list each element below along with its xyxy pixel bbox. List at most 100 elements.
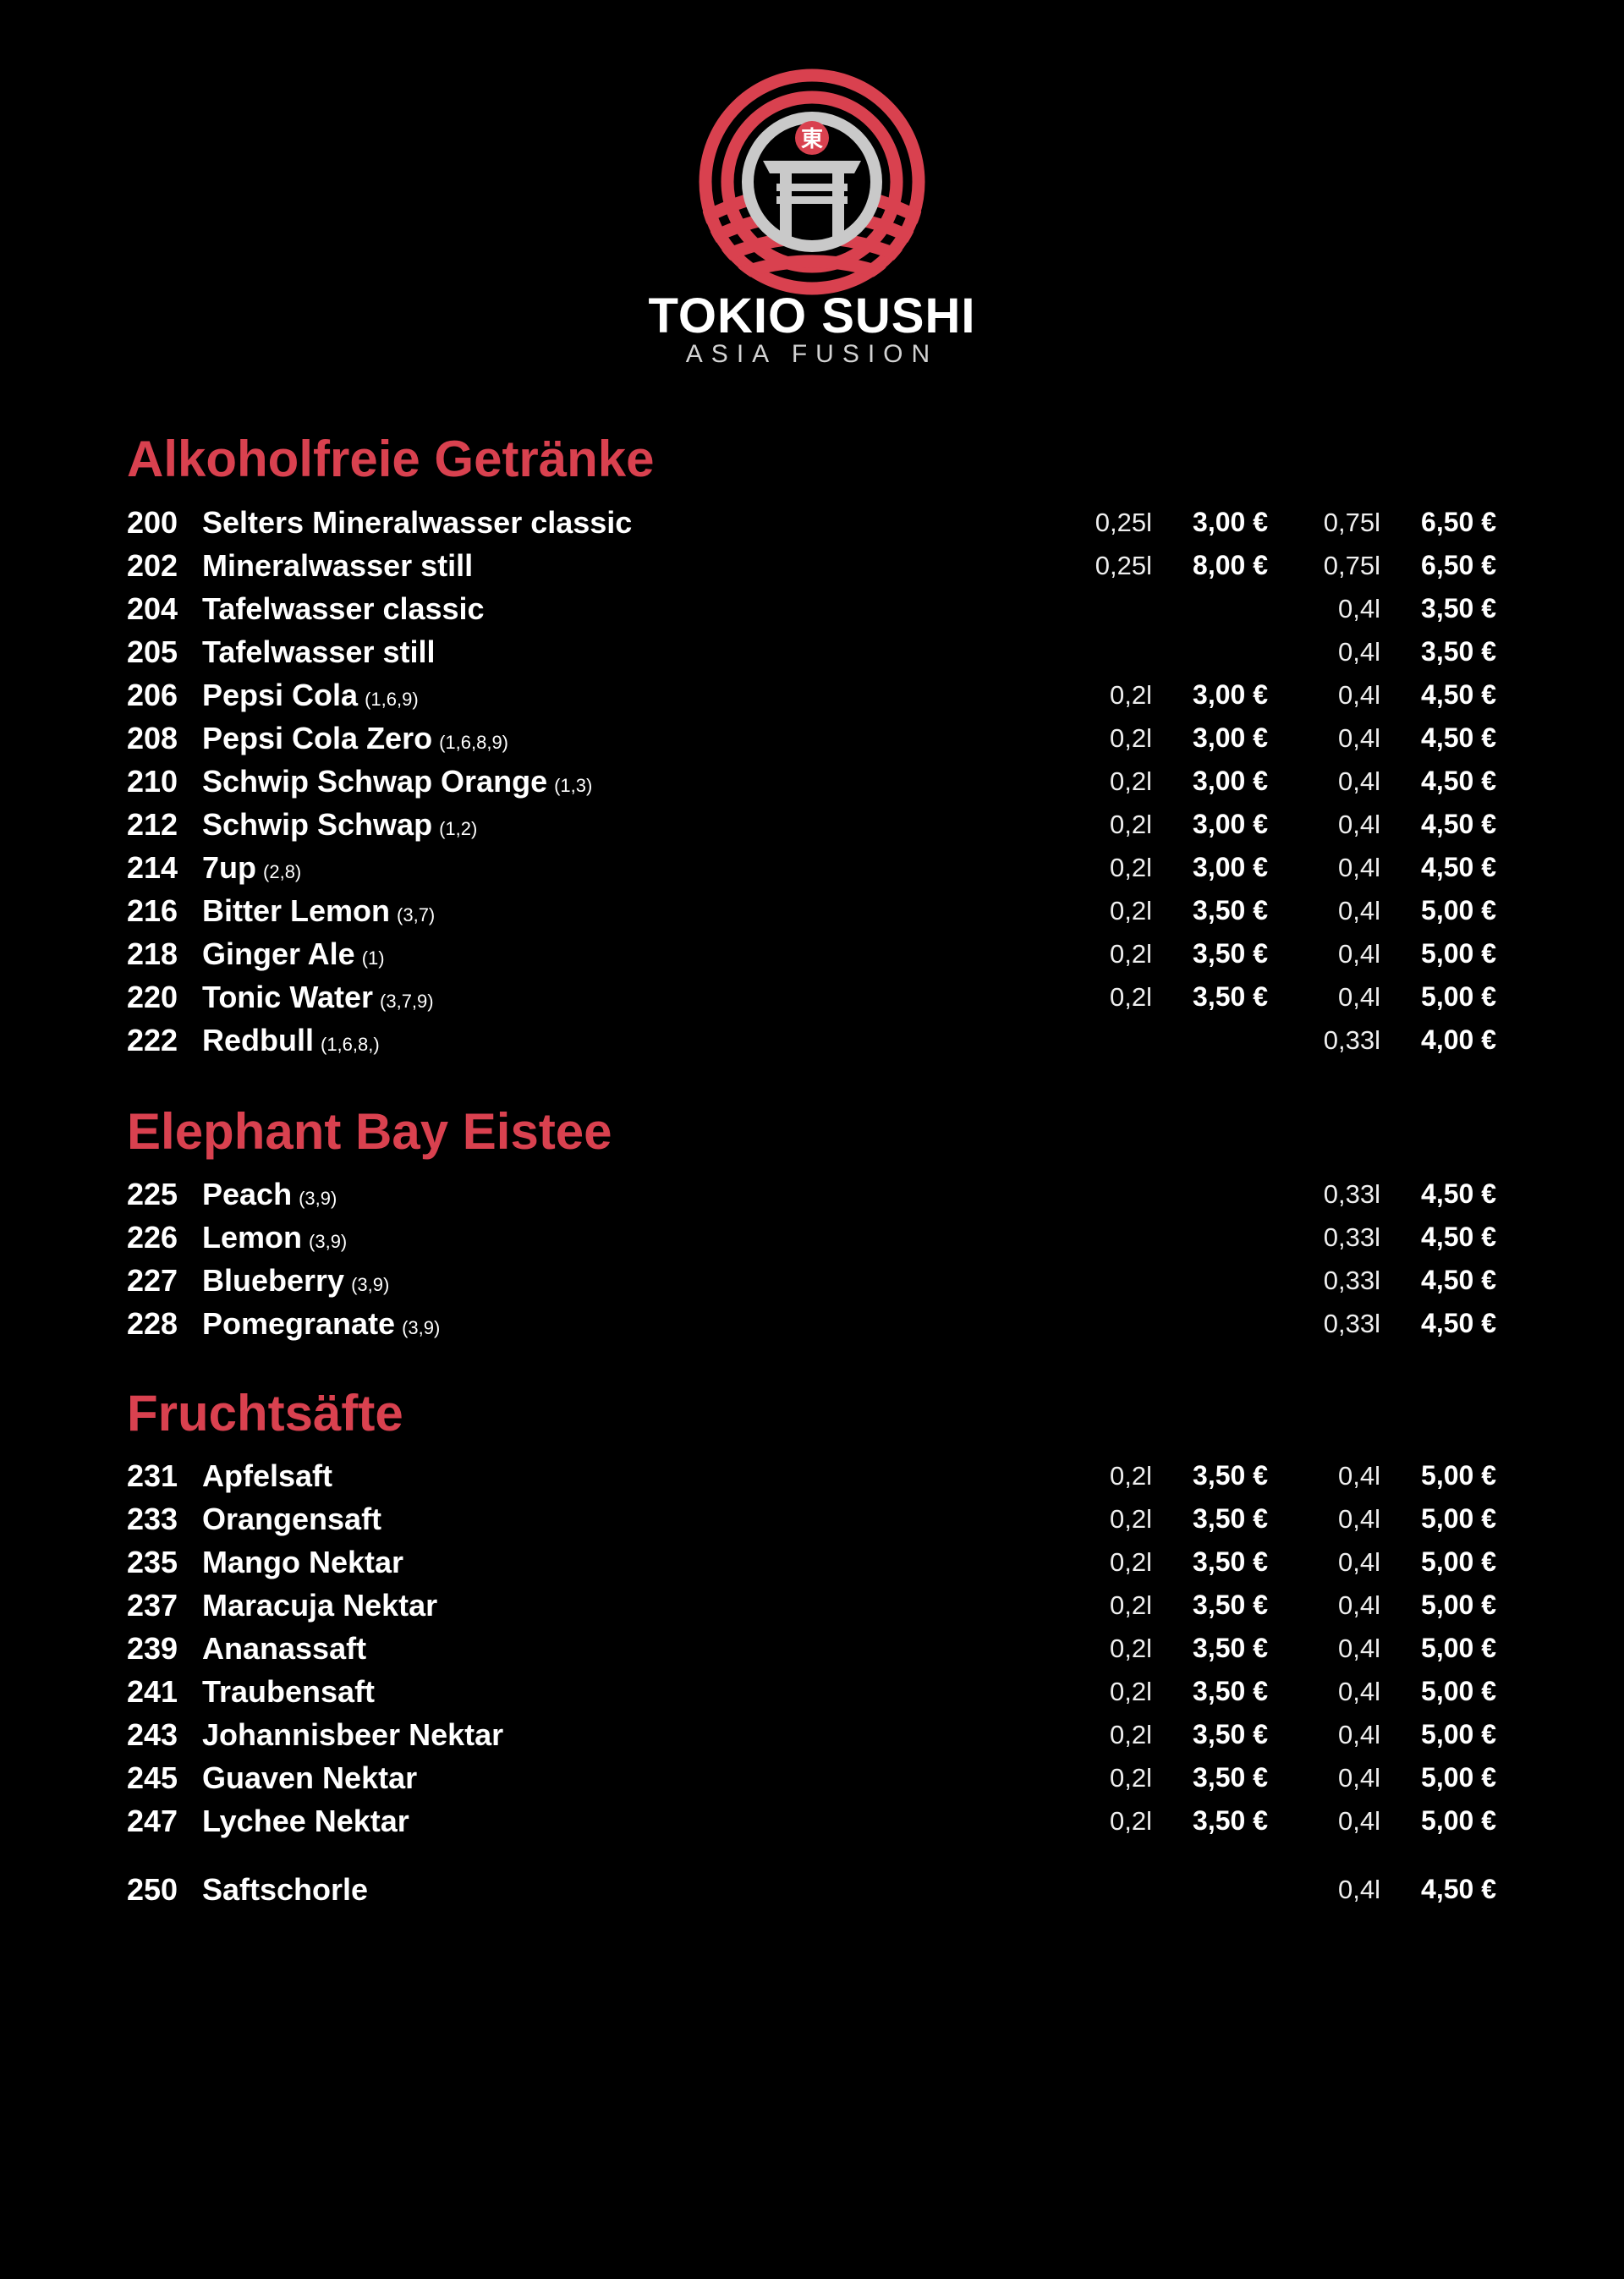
item-name-wrap: 7up (2,8): [202, 846, 301, 893]
item-name: Johannisbeer Nektar: [202, 1717, 504, 1752]
volume-small: 0,2l: [1110, 723, 1152, 753]
menu-item: 227 Blueberry (3,9) 0,33l 4,50 €: [0, 1259, 1624, 1302]
item-number: 205: [127, 634, 178, 669]
price-small: 3,50 €: [1193, 981, 1268, 1012]
volume-large: 0,4l: [1338, 982, 1380, 1012]
item-name: Bitter Lemon: [202, 893, 391, 928]
price-large: 5,00 €: [1421, 1633, 1496, 1663]
price-small: 3,50 €: [1193, 1719, 1268, 1749]
price-large: 4,50 €: [1421, 766, 1496, 796]
item-name-wrap: Peach (3,9): [202, 1172, 337, 1220]
volume-small: 0,2l: [1110, 1461, 1152, 1491]
allergen-note: (3,9): [351, 1274, 390, 1295]
price-small: 3,50 €: [1193, 938, 1268, 969]
volume-small: 0,2l: [1110, 896, 1152, 925]
price-large: 5,00 €: [1421, 1805, 1496, 1836]
volume-large: 0,4l: [1338, 594, 1380, 623]
item-name: Selters Mineralwasser classic: [202, 505, 633, 540]
menu-item: 226 Lemon (3,9) 0,33l 4,50 €: [0, 1216, 1624, 1259]
price-small: 3,00 €: [1193, 507, 1268, 537]
price-large: 4,50 €: [1421, 1178, 1496, 1209]
volume-large: 0,4l: [1338, 939, 1380, 969]
volume-large: 0,4l: [1338, 680, 1380, 710]
price-large: 5,00 €: [1421, 981, 1496, 1012]
item-number: 231: [127, 1458, 178, 1493]
menu-item: 245 Guaven Nektar 0,2l 3,50 € 0,4l 5,00 €: [0, 1756, 1624, 1799]
menu-item: 225 Peach (3,9) 0,33l 4,50 €: [0, 1172, 1624, 1216]
menu-item: 200 Selters Mineralwasser classic 0,25l 3,0…: [0, 501, 1624, 544]
price-large: 4,00 €: [1421, 1024, 1496, 1055]
item-name-wrap: Lemon (3,9): [202, 1216, 347, 1263]
volume-small: 0,25l: [1095, 551, 1152, 580]
price-small: 3,00 €: [1193, 722, 1268, 753]
price-large: 5,00 €: [1421, 1719, 1496, 1749]
item-name: Ananassaft: [202, 1631, 367, 1666]
allergen-note: (1,6,9): [365, 689, 419, 710]
allergen-note: (3,9): [309, 1231, 348, 1252]
price-large: 5,00 €: [1421, 895, 1496, 925]
volume-small: 0,2l: [1110, 939, 1152, 969]
price-small: 3,50 €: [1193, 1762, 1268, 1793]
menu-item: 235 Mango Nektar 0,2l 3,50 € 0,4l 5,00 €: [0, 1540, 1624, 1584]
menu-item: 220 Tonic Water (3,7,9) 0,2l 3,50 € 0,4l 5,00 …: [0, 975, 1624, 1019]
price-large: 4,50 €: [1421, 1308, 1496, 1338]
price-small: 3,50 €: [1193, 1546, 1268, 1577]
item-number: 225: [127, 1177, 178, 1211]
item-name-wrap: Redbull (1,6,8,): [202, 1019, 380, 1066]
price-large: 5,00 €: [1421, 1460, 1496, 1491]
volume-large: 0,4l: [1338, 896, 1380, 925]
price-large: 3,50 €: [1421, 636, 1496, 667]
item-name: Lychee Nektar: [202, 1804, 409, 1838]
price-small: 3,50 €: [1193, 1590, 1268, 1620]
item-name: Schwip Schwap Orange: [202, 764, 548, 799]
volume-small: 0,2l: [1110, 1806, 1152, 1836]
volume-large: 0,4l: [1338, 1763, 1380, 1793]
item-name-wrap: Blueberry (3,9): [202, 1259, 389, 1306]
item-number: 243: [127, 1717, 178, 1752]
volume-small: 0,2l: [1110, 1720, 1152, 1749]
menu-item: 218 Ginger Ale (1) 0,2l 3,50 € 0,4l 5,00 €: [0, 932, 1624, 975]
allergen-note: (3,9): [402, 1317, 441, 1338]
item-name-wrap: Ginger Ale (1): [202, 932, 385, 980]
volume-small: 0,2l: [1110, 1634, 1152, 1663]
volume-large: 0,4l: [1338, 1590, 1380, 1620]
item-number: 206: [127, 678, 178, 712]
price-small: 3,50 €: [1193, 1460, 1268, 1491]
item-name: Traubensaft: [202, 1674, 376, 1709]
allergen-note: (1,2): [439, 818, 478, 839]
volume-small: 0,2l: [1110, 810, 1152, 839]
svg-text:東: 東: [801, 127, 823, 152]
item-name: Apfelsaft: [202, 1458, 333, 1493]
menu-item: 222 Redbull (1,6,8,) 0,33l 4,00 €: [0, 1019, 1624, 1062]
allergen-note: (1): [361, 947, 385, 969]
item-name-wrap: Pepsi Cola (1,6,9): [202, 673, 419, 721]
item-name: Tafelwasser still: [202, 634, 436, 669]
menu-item: 205 Tafelwasser still 0,4l 3,50 €: [0, 630, 1624, 673]
item-name: Mineralwasser still: [202, 548, 474, 583]
item-number: 228: [127, 1306, 178, 1341]
tokio-sushi-logo: 東: [699, 69, 925, 295]
volume-small: 0,2l: [1110, 1590, 1152, 1620]
price-large: 5,00 €: [1421, 1676, 1496, 1706]
price-large: 6,50 €: [1421, 550, 1496, 580]
volume-small: 0,25l: [1095, 508, 1152, 537]
price-small: 3,00 €: [1193, 852, 1268, 882]
item-name-wrap: Schwip Schwap Orange (1,3): [202, 760, 592, 807]
menu-item: 204 Tafelwasser classic 0,4l 3,50 €: [0, 587, 1624, 630]
volume-large: 0,33l: [1323, 1266, 1380, 1295]
menu-item: 237 Maracuja Nektar 0,2l 3,50 € 0,4l 5,00 €: [0, 1584, 1624, 1627]
item-number: 245: [127, 1760, 178, 1795]
item-name: Lemon: [202, 1220, 303, 1255]
item-number: 239: [127, 1631, 178, 1666]
allergen-note: (3,9): [299, 1188, 337, 1209]
price-small: 3,50 €: [1193, 1633, 1268, 1663]
menu-list: 231 Apfelsaft 0,2l 3,50 € 0,4l 5,00 € 233 Orang…: [0, 1454, 1624, 1911]
price-large: 5,00 €: [1421, 1546, 1496, 1577]
price-small: 3,00 €: [1193, 766, 1268, 796]
item-number: 200: [127, 505, 178, 540]
item-number: 222: [127, 1023, 178, 1057]
volume-small: 0,2l: [1110, 1763, 1152, 1793]
menu-item: 241 Traubensaft 0,2l 3,50 € 0,4l 5,00 €: [0, 1670, 1624, 1713]
section-heading: Fruchtsäfte: [127, 1385, 403, 1442]
item-name-wrap: Pomegranate (3,9): [202, 1302, 440, 1349]
